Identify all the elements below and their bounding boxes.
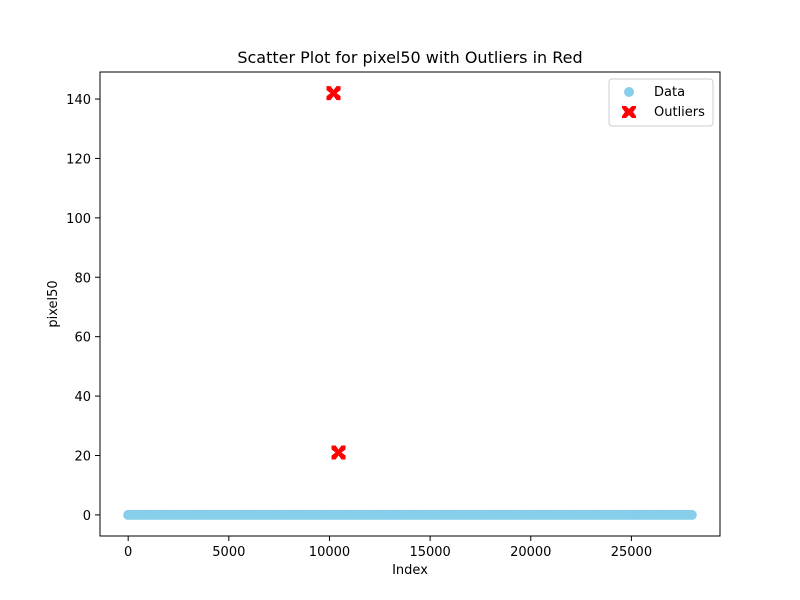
y-tick-label: 20: [74, 449, 91, 464]
legend: Data Outliers: [608, 78, 714, 127]
x-axis-ticks: 0 5000 10000 15000 20000 25000: [124, 536, 652, 560]
x-tick-label: 5000: [212, 545, 245, 560]
x-tick-label: 25000: [611, 545, 652, 560]
legend-outliers-label: Outliers: [654, 105, 705, 120]
plot-marks: [123, 86, 697, 520]
x-tick-label: 10000: [309, 545, 350, 560]
legend-data-marker: [624, 87, 634, 97]
y-axis-ticks: 0 20 40 60 80 100 120 140: [66, 93, 100, 524]
y-tick-label: 140: [66, 93, 91, 108]
x-tick-label: 20000: [510, 545, 551, 560]
y-tick-label: 0: [83, 509, 91, 524]
chart-title: Scatter Plot for pixel50 with Outliers i…: [237, 48, 582, 67]
y-tick-label: 80: [74, 271, 91, 286]
y-tick-label: 40: [74, 390, 91, 405]
data-point: [686, 509, 697, 520]
x-tick-label: 0: [124, 545, 132, 560]
outlier-point: [326, 86, 341, 101]
outlier-point: [331, 445, 346, 460]
y-tick-label: 100: [66, 212, 91, 227]
plot-frame: [99, 71, 721, 537]
x-axis-label: Index: [392, 563, 428, 578]
x-tick-label: 15000: [409, 545, 450, 560]
y-tick-label: 60: [74, 331, 91, 346]
legend-box: [608, 78, 714, 127]
y-axis-label: pixel50: [46, 280, 61, 327]
legend-data-label: Data: [654, 85, 685, 100]
legend-outliers-marker: [622, 106, 636, 118]
y-tick-label: 120: [66, 152, 91, 167]
